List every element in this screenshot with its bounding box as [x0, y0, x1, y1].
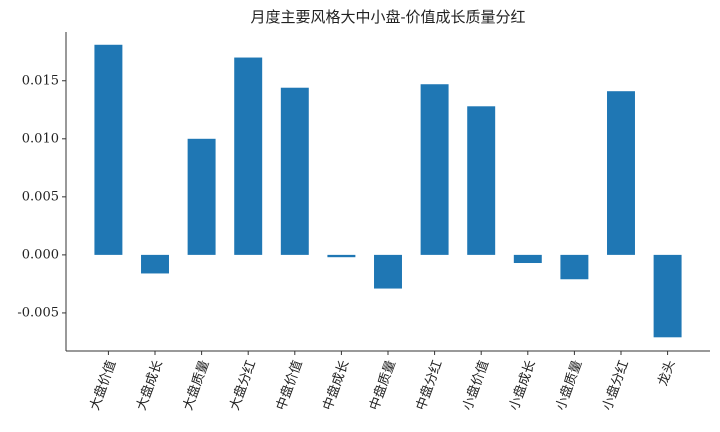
bar: [187, 138, 216, 255]
x-tick-label: 中盘价值: [273, 358, 306, 412]
bar: [653, 254, 682, 338]
x-tick-label: 小盘质量: [553, 358, 586, 412]
y-tick-label: 0.010: [22, 131, 59, 146]
bar: [513, 254, 542, 264]
x-tick-label: 大盘质量: [180, 358, 213, 412]
y-tick-label: 0.005: [22, 189, 59, 204]
bar: [560, 254, 589, 280]
y-tick-label: -0.005: [17, 305, 59, 320]
x-tick-label: 中盘成长: [320, 358, 353, 412]
bar: [327, 254, 356, 258]
bar: [234, 57, 263, 255]
x-tick-label: 大盘分红: [226, 358, 259, 412]
y-tick-label: 0.000: [22, 247, 59, 262]
x-tick-label: 小盘分红: [599, 358, 632, 412]
bar: [141, 254, 169, 274]
x-tick-label: 大盘成长: [133, 358, 166, 412]
bar: [94, 44, 123, 255]
bar: [420, 84, 449, 255]
bar: [467, 106, 496, 255]
bar: [280, 87, 309, 255]
y-tick-label: 0.015: [22, 73, 59, 88]
chart-title: 月度主要风格大中小盘-价值成长质量分红: [250, 8, 525, 26]
x-tick-label: 龙头: [656, 358, 679, 388]
x-tick-label: 小盘成长: [506, 358, 539, 412]
x-tick-label: 中盘质量: [366, 358, 399, 412]
x-tick-label: 小盘价值: [459, 358, 492, 412]
bar: [607, 91, 635, 255]
x-tick-label: 中盘分红: [413, 358, 446, 412]
bar: [374, 254, 402, 289]
x-tick-label: 大盘价值: [87, 358, 120, 412]
